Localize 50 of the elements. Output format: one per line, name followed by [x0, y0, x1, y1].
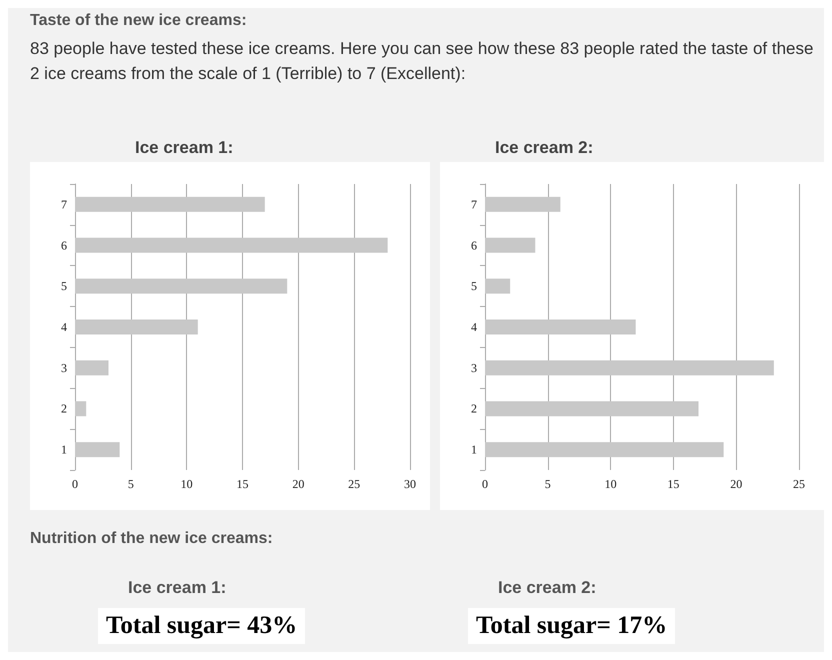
y-tick-label: 1	[61, 442, 67, 457]
x-tick-label: 25	[793, 477, 805, 491]
x-tick-label: 25	[348, 477, 360, 491]
text: 83 people have tested these ice creams. Here you can see how these 83 people rated the taste of these 2 ice creams from the scale of 1 (Terrible) to 7 (Excellent):	[30, 38, 814, 85]
bar	[75, 320, 198, 334]
text: Total sugar= 43%	[98, 608, 306, 644]
bar	[485, 320, 636, 334]
x-tick-label: 20	[292, 477, 304, 491]
y-tick-label: 5	[471, 279, 477, 294]
x-tick-label: 0	[482, 477, 488, 491]
bar	[485, 401, 699, 416]
bar	[485, 238, 536, 253]
text: Ice cream 2:	[498, 578, 598, 598]
y-tick-label: 2	[471, 402, 477, 416]
bar	[485, 196, 560, 212]
bar	[75, 278, 288, 294]
y-tick-label: 5	[61, 279, 67, 294]
x-tick-label: 5	[544, 477, 551, 491]
text: Total sugar= 17%	[468, 608, 676, 644]
bar	[485, 442, 724, 458]
x-tick-label: 0	[72, 477, 78, 491]
chart-title: Ice cream 2:	[495, 138, 594, 157]
bar	[75, 442, 120, 458]
bar	[75, 360, 108, 376]
text: Nutrition of the new ice creams:	[30, 530, 274, 548]
x-tick-label: 5	[128, 477, 134, 491]
y-tick-label: 4	[61, 320, 67, 334]
y-tick-label: 2	[61, 402, 67, 416]
y-tick-label: 4	[471, 320, 477, 334]
bar	[75, 196, 265, 212]
bar	[485, 278, 510, 294]
y-tick-label: 7	[471, 197, 477, 212]
x-tick-label: 30	[404, 477, 416, 491]
y-tick-label: 6	[61, 238, 67, 252]
bar	[75, 401, 86, 416]
chart-title: Ice cream 1:	[135, 138, 234, 157]
x-tick-label: 10	[180, 477, 193, 491]
bar	[485, 360, 774, 376]
text: Taste of the new ice creams:	[30, 12, 248, 30]
y-tick-label: 3	[471, 360, 477, 375]
x-tick-label: 15	[236, 477, 248, 491]
y-tick-label: 1	[471, 442, 477, 457]
x-tick-label: 20	[730, 477, 742, 491]
text: Ice cream 1:	[128, 578, 228, 598]
x-tick-label: 10	[604, 477, 617, 491]
x-tick-label: 15	[667, 477, 680, 491]
y-tick-label: 6	[471, 238, 477, 252]
y-tick-label: 7	[61, 197, 67, 212]
bar	[75, 238, 388, 253]
y-tick-label: 3	[61, 360, 67, 375]
